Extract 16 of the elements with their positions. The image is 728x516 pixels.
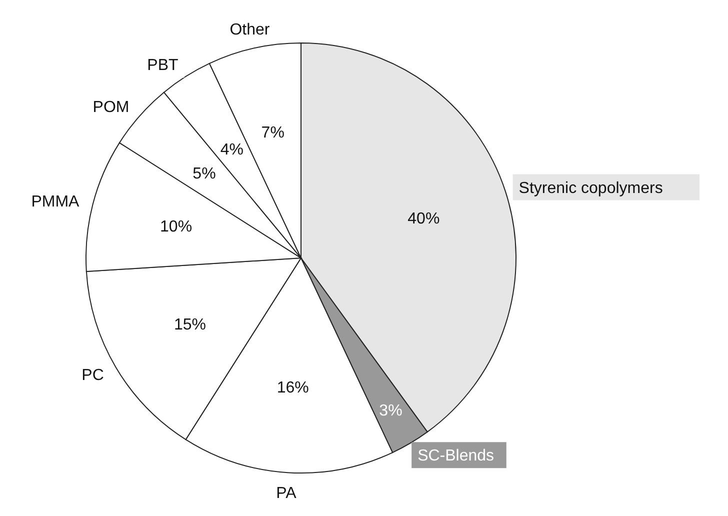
data-label: 10%: [160, 218, 192, 236]
data-label: 7%: [261, 124, 284, 142]
data-label: 40%: [408, 210, 440, 228]
slice-label: Styrenic copolymers: [518, 180, 663, 197]
data-label: 5%: [192, 165, 216, 182]
data-label: 3%: [379, 402, 402, 420]
slice-label: PMMA: [31, 194, 80, 211]
slice-label: PC: [82, 367, 104, 384]
data-label: 4%: [220, 142, 244, 159]
data-label: 15%: [174, 316, 206, 334]
data-label: 16%: [276, 379, 309, 396]
slice-label: SC-Blends: [418, 448, 494, 465]
slice-label: PBT: [147, 57, 179, 74]
slice-label: POM: [92, 99, 130, 116]
slice-label: Other: [230, 21, 270, 38]
slice-label: PA: [276, 485, 297, 502]
